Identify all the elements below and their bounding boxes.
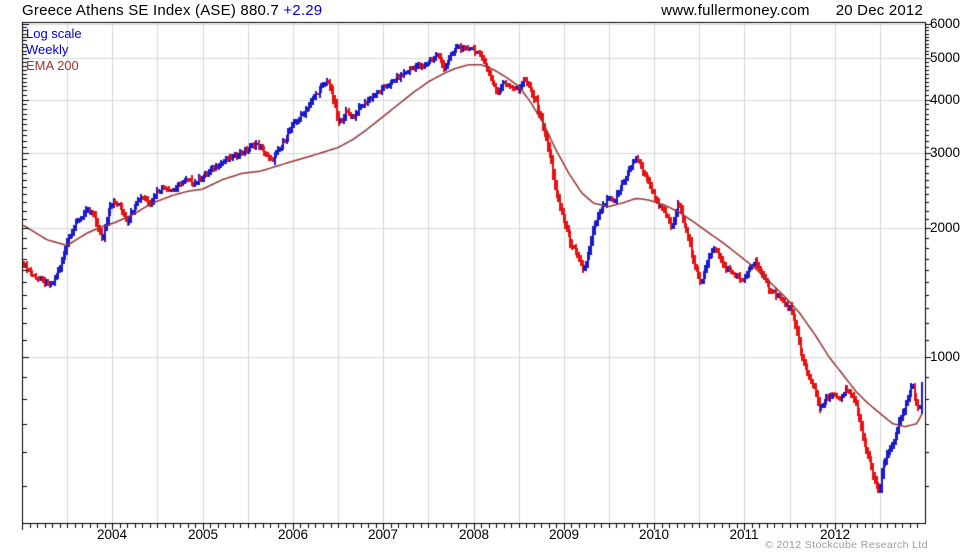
x-axis-label: 2005	[187, 527, 219, 542]
y-axis-label: 5000	[930, 50, 961, 65]
chart-legend: Log scale Weekly EMA 200	[26, 26, 82, 74]
y-axis-label: 2000	[930, 220, 961, 235]
x-axis-label: 2004	[96, 527, 128, 542]
site-url: www.fullermoney.com	[661, 2, 810, 19]
copyright-notice: © 2012 Stockcube Research Ltd	[765, 539, 928, 551]
x-axis-label: 2010	[638, 527, 670, 542]
chart-header-right: www.fullermoney.com 20 Dec 2012	[661, 2, 923, 19]
legend-ema-200: EMA 200	[26, 58, 79, 73]
y-axis-label: 1000	[930, 349, 961, 364]
x-axis-label: 2011	[729, 527, 759, 542]
y-axis-label: 6000	[930, 16, 961, 31]
x-axis-label: 2009	[548, 527, 580, 542]
x-axis-label: 2007	[367, 527, 399, 542]
x-axis-label: 2006	[277, 527, 309, 542]
legend-weekly: Weekly	[26, 42, 69, 57]
x-axis-label: 2008	[458, 527, 490, 542]
chart-date: 20 Dec 2012	[835, 2, 923, 19]
legend-log-scale: Log scale	[26, 26, 82, 41]
instrument-title: Greece Athens SE Index (ASE) 880.7	[22, 2, 279, 19]
chart-title: Greece Athens SE Index (ASE) 880.7 +2.29	[22, 2, 322, 19]
y-axis-label: 4000	[930, 92, 961, 107]
y-axis-label: 3000	[930, 145, 961, 160]
price-change: +2.29	[283, 2, 323, 19]
x-axis-label: 2012	[819, 527, 851, 542]
